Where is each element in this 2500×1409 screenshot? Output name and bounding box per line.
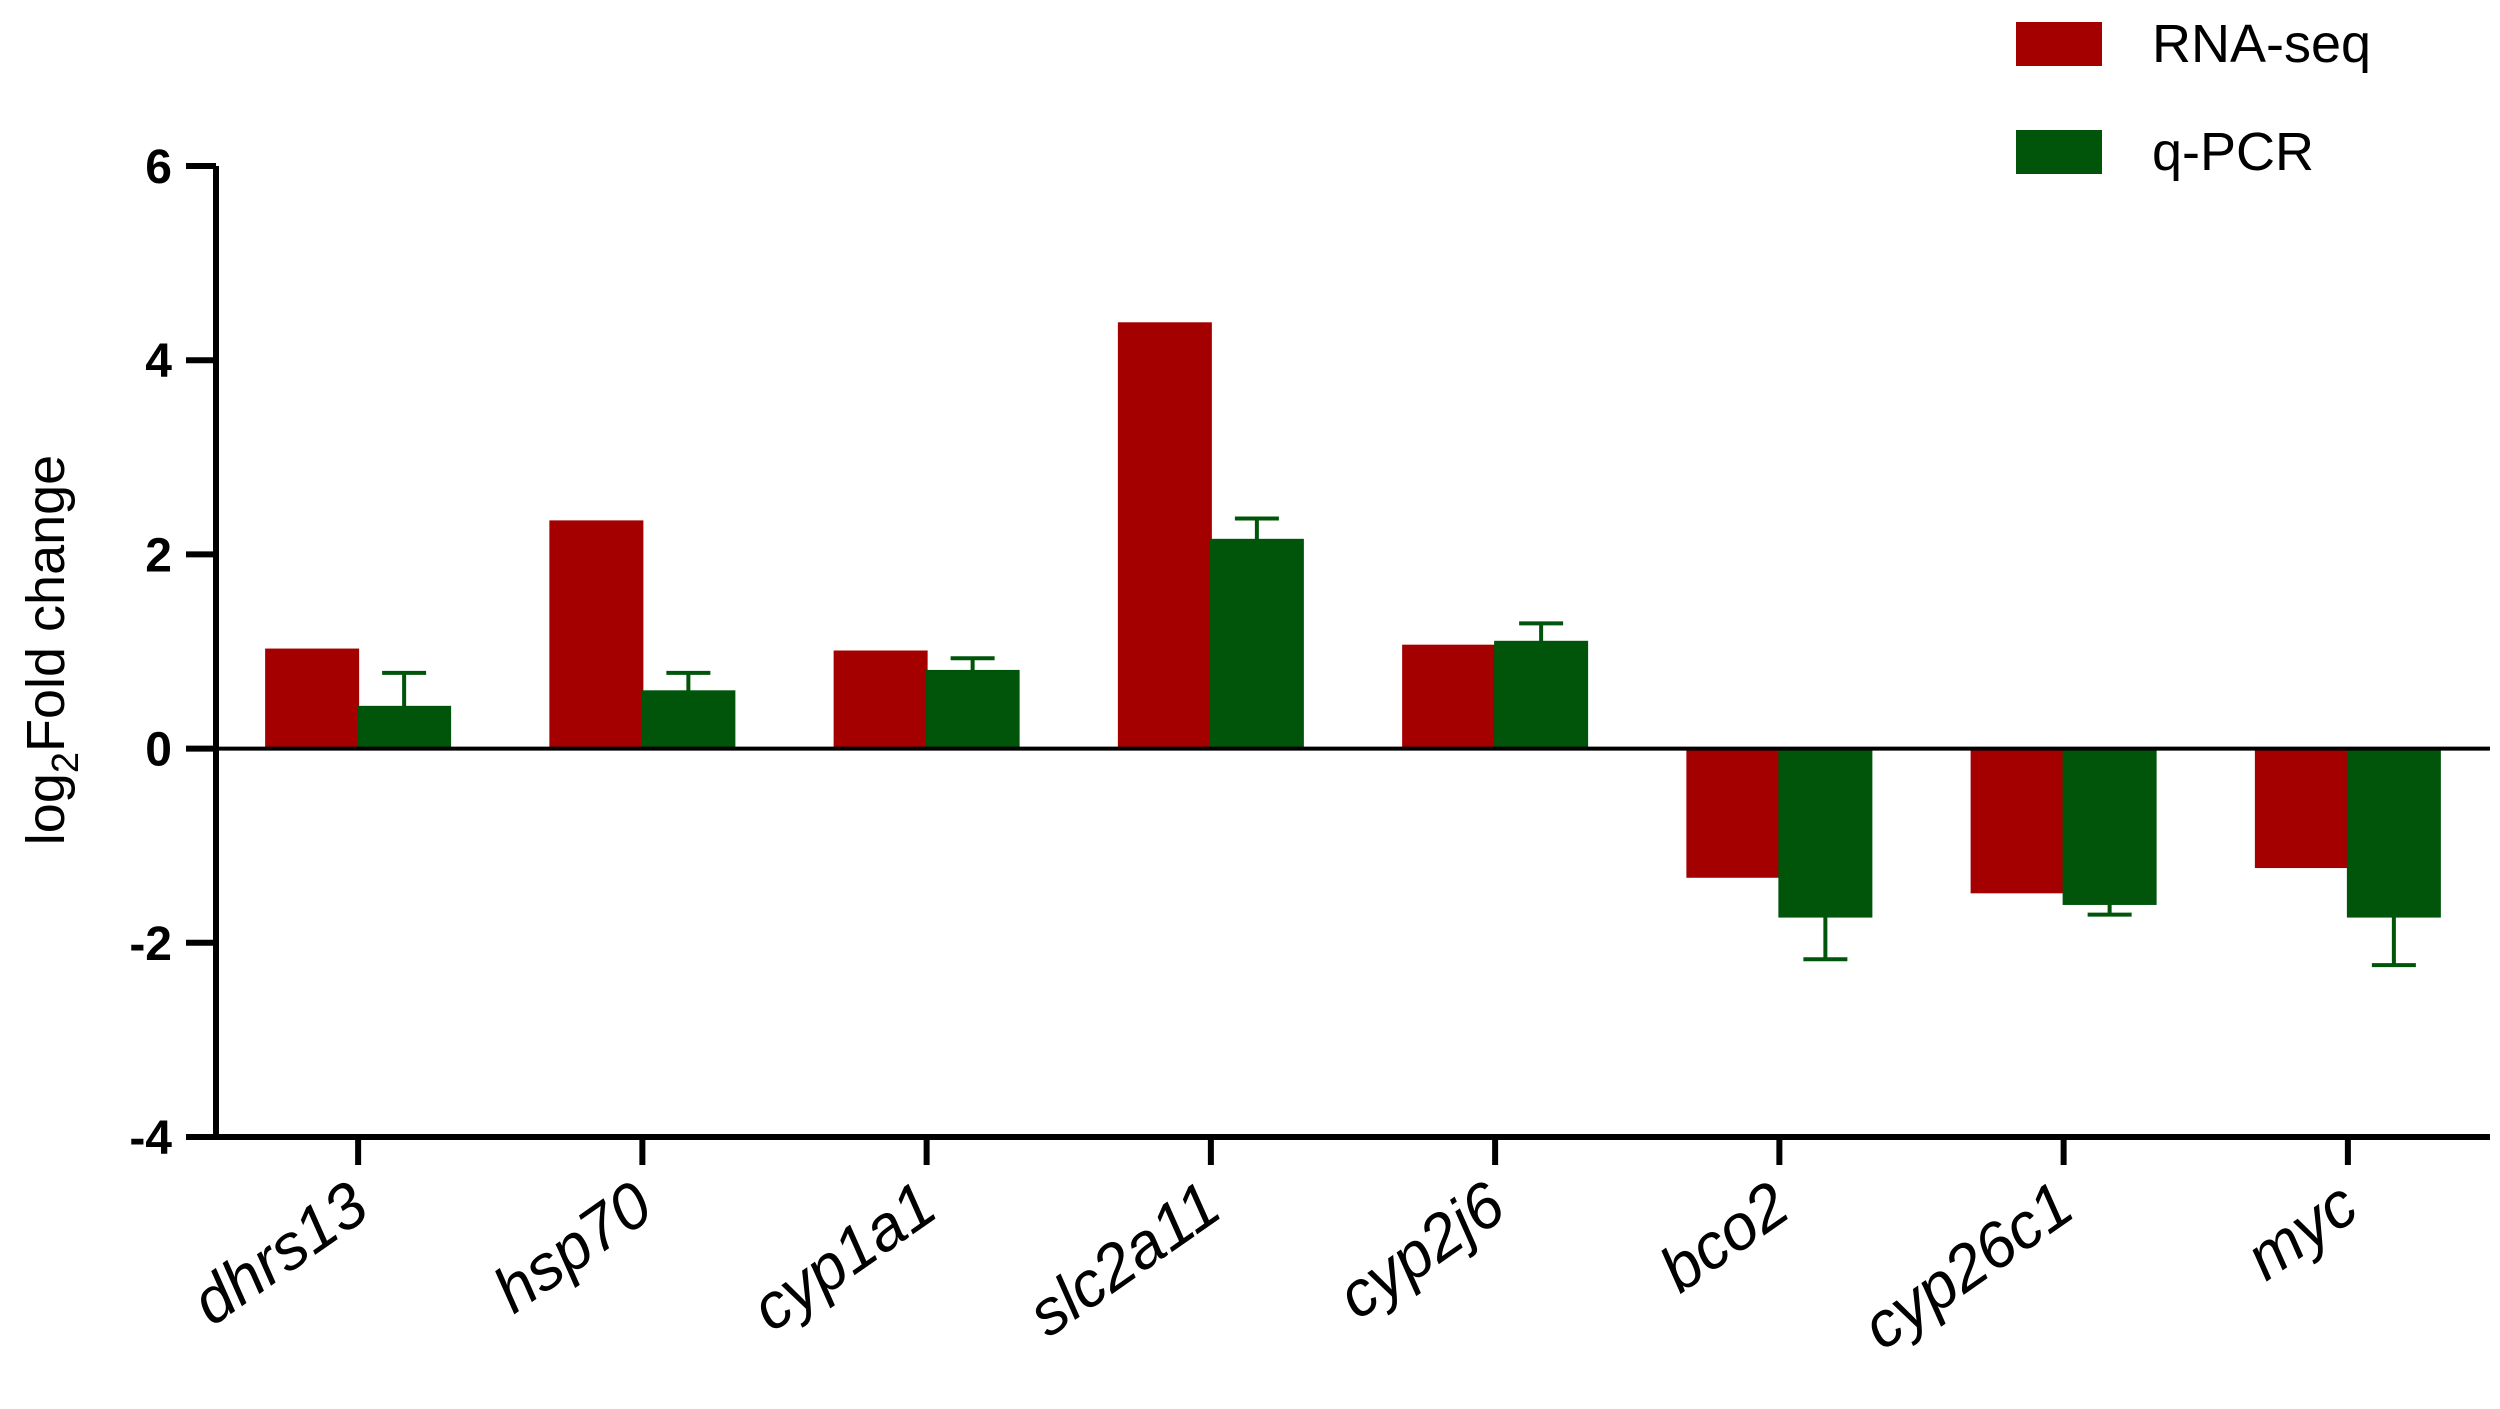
x-category-label: cyp2j6 — [1324, 1167, 1517, 1332]
y-axis-title-subscript: 2 — [45, 752, 87, 773]
x-axis-ticks: dhrs13 hsp70 cyp1a1 slc2a11 cyp2j6 bco2 cyp26c… — [179, 1137, 2370, 1363]
y-axis-title-rest: Fold change — [16, 455, 76, 752]
y-axis-title: log2Fold change — [16, 455, 87, 845]
legend-label: RNA-seq — [2152, 14, 2371, 74]
bar-q-pcr — [641, 690, 736, 750]
legend-label: q-PCR — [2152, 122, 2314, 182]
bar-rna-seq — [1117, 322, 1212, 750]
y-tick-label: 0 — [145, 724, 172, 777]
x-category-label: myc — [2233, 1167, 2370, 1293]
x-category-label: bco2 — [1646, 1167, 1801, 1306]
y-tick-label: 2 — [145, 529, 172, 582]
y-tick-label: -2 — [129, 918, 172, 971]
legend-swatch — [2016, 22, 2102, 66]
bar-rna-seq — [1970, 747, 2065, 894]
x-category-label: dhrs13 — [179, 1167, 381, 1338]
bar-rna-seq — [549, 520, 644, 750]
legend: RNA-seq q-PCR — [2016, 14, 2371, 182]
bar-q-pcr — [1778, 747, 1873, 918]
x-category-label: cyp1a1 — [738, 1167, 948, 1344]
x-category-label: cyp26c1 — [1849, 1167, 2086, 1363]
bar-rna-seq — [833, 650, 928, 750]
legend-swatch — [2016, 130, 2102, 174]
y-tick-label: 6 — [145, 141, 172, 194]
bar-layer — [265, 322, 2441, 918]
bar-rna-seq — [1402, 644, 1497, 750]
x-category-label: hsp70 — [480, 1167, 664, 1326]
bar-q-pcr — [1494, 640, 1589, 750]
bar-q-pcr — [925, 669, 1020, 750]
y-tick-label: 4 — [145, 335, 172, 388]
x-category-label: slc2a11 — [1015, 1167, 1233, 1350]
bar-q-pcr — [2346, 747, 2441, 918]
error-bar-layer — [382, 516, 2416, 968]
bar-rna-seq — [2254, 747, 2349, 869]
y-tick-label: -4 — [129, 1112, 172, 1165]
bar-q-pcr — [1209, 538, 1304, 750]
y-axis-ticks: 6 4 2 0 -2 -4 — [129, 141, 216, 1165]
bar-rna-seq — [265, 648, 360, 750]
bar-q-pcr — [357, 705, 452, 750]
bar-q-pcr — [2062, 747, 2157, 905]
bar-rna-seq — [1686, 747, 1781, 878]
y-axis-title-main: log — [16, 773, 76, 845]
